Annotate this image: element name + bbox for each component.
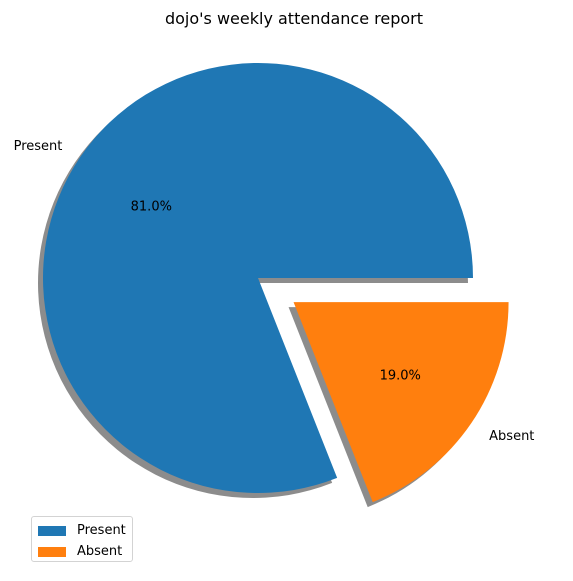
legend-swatch-absent bbox=[38, 546, 66, 557]
slice-pct-present: 81.0% bbox=[131, 199, 172, 214]
slice-labels: Present 81.0% Absent 19.0% bbox=[14, 139, 535, 444]
slice-absent bbox=[293, 302, 509, 503]
legend-item-present: Present bbox=[38, 520, 132, 541]
chart-title: dojo's weekly attendance report bbox=[165, 9, 423, 28]
legend-swatch-present bbox=[38, 525, 66, 536]
slice-label-present: Present bbox=[14, 139, 63, 154]
slices bbox=[42, 63, 509, 503]
slice-pct-absent: 19.0% bbox=[380, 369, 421, 384]
legend: Present Absent bbox=[31, 516, 133, 562]
slice-label-absent: Absent bbox=[489, 429, 534, 444]
slice-present bbox=[42, 63, 473, 494]
legend-item-absent: Absent bbox=[38, 541, 132, 562]
legend-label-absent: Absent bbox=[77, 544, 123, 559]
legend-label-present: Present bbox=[77, 523, 126, 538]
